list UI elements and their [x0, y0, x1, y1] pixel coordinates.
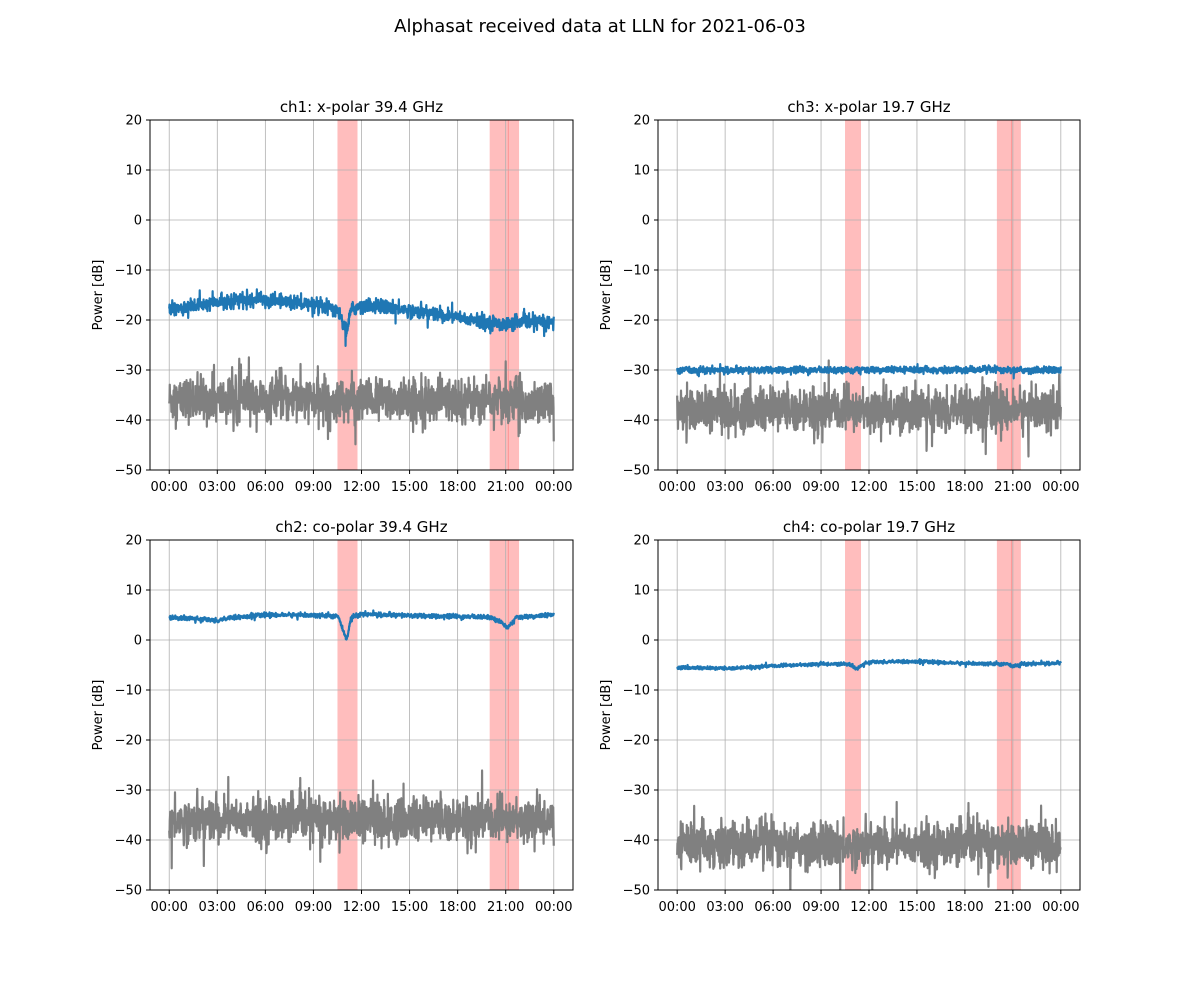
subplot-title: ch4: co-polar 19.7 GHz — [783, 518, 955, 536]
signal-series-line — [676, 363, 1062, 380]
y-tick-label: 20 — [125, 114, 142, 129]
x-tick-label: 18:00 — [439, 480, 476, 495]
y-tick-label: −30 — [115, 364, 142, 379]
y-tick-label: −10 — [623, 684, 650, 699]
y-tick-label: −10 — [115, 264, 142, 279]
x-tick-label: 03:00 — [199, 900, 236, 915]
x-tick-label: 21:00 — [994, 480, 1031, 495]
y-tick-label: −50 — [115, 884, 142, 899]
noise-series-line — [168, 356, 555, 446]
noise-series-line — [168, 769, 555, 870]
series-group — [676, 359, 1062, 458]
y-tick-label: −10 — [115, 684, 142, 699]
x-tick-label: 03:00 — [706, 900, 743, 915]
x-tick-label: 18:00 — [439, 900, 476, 915]
y-tick-label: −30 — [623, 364, 650, 379]
y-axis-label: Power [dB] — [599, 260, 614, 331]
y-tick-label: 20 — [633, 534, 650, 549]
x-tick-label: 06:00 — [247, 900, 284, 915]
y-tick-label: 10 — [633, 164, 650, 179]
x-tick-label: 00:00 — [658, 480, 695, 495]
y-axis-label: Power [dB] — [91, 260, 106, 331]
x-tick-label: 12:00 — [343, 900, 380, 915]
signal-series-line — [676, 658, 1062, 671]
event-shade — [845, 540, 862, 890]
y-tick-label: −50 — [623, 464, 650, 479]
signal-series-line — [168, 288, 555, 347]
x-tick-label: 09:00 — [802, 480, 839, 495]
subplot-title: ch2: co-polar 39.4 GHz — [275, 518, 447, 536]
y-tick-label: −40 — [115, 834, 142, 849]
x-tick-label: 12:00 — [850, 900, 887, 915]
x-tick-label: 00:00 — [658, 900, 695, 915]
y-tick-label: 10 — [125, 164, 142, 179]
x-tick-label: 06:00 — [754, 480, 791, 495]
y-tick-label: −50 — [623, 884, 650, 899]
signal-series-line — [168, 609, 555, 641]
subplot-ch4: 00:00 03:00 06:00 09:00 12:00 15:00 18:00 21:00… — [599, 518, 1081, 915]
figure-title: Alphasat received data at LLN for 2021-0… — [394, 16, 806, 37]
x-tick-label: 09:00 — [295, 900, 332, 915]
x-tick-label: 15:00 — [898, 900, 935, 915]
event-shade — [996, 540, 1021, 890]
x-tick-label: 09:00 — [802, 900, 839, 915]
x-tick-label: 00:00 — [1042, 480, 1079, 495]
subplot-ch2: 00:00 03:00 06:00 09:00 12:00 15:00 18:00 21:00… — [91, 518, 574, 915]
event-shade — [489, 540, 520, 890]
x-tick-label: 21:00 — [487, 480, 524, 495]
y-tick-label: −20 — [115, 314, 142, 329]
x-tick-label: 00:00 — [535, 900, 572, 915]
y-tick-label: −20 — [115, 734, 142, 749]
x-tick-label: 00:00 — [150, 480, 187, 495]
y-tick-label: 0 — [134, 214, 142, 229]
x-tick-label: 21:00 — [487, 900, 524, 915]
x-tick-label: 12:00 — [850, 480, 887, 495]
x-tick-label: 15:00 — [898, 480, 935, 495]
subplot-ch3: 00:00 03:00 06:00 09:00 12:00 15:00 18:00 21:00… — [599, 98, 1081, 495]
series-group — [168, 609, 555, 870]
y-tick-label: 0 — [642, 634, 650, 649]
y-tick-label: −40 — [623, 834, 650, 849]
event-shade — [996, 120, 1021, 470]
x-tick-label: 00:00 — [535, 480, 572, 495]
y-tick-label: −50 — [115, 464, 142, 479]
y-tick-label: −30 — [115, 784, 142, 799]
x-tick-label: 15:00 — [391, 480, 428, 495]
x-tick-label: 00:00 — [1042, 900, 1079, 915]
x-tick-label: 12:00 — [343, 480, 380, 495]
y-tick-label: −40 — [115, 414, 142, 429]
x-tick-label: 09:00 — [295, 480, 332, 495]
y-tick-label: −10 — [623, 264, 650, 279]
y-tick-label: 20 — [633, 114, 650, 129]
x-tick-label: 03:00 — [706, 480, 743, 495]
subplot-ch1: 00:00 03:00 06:00 09:00 12:00 15:00 18:00 21:00… — [91, 98, 574, 495]
y-tick-label: −20 — [623, 734, 650, 749]
subplot-title: ch3: x-polar 19.7 GHz — [787, 98, 950, 116]
x-tick-label: 03:00 — [199, 480, 236, 495]
y-tick-label: −30 — [623, 784, 650, 799]
x-tick-label: 06:00 — [754, 900, 791, 915]
y-tick-label: 10 — [633, 584, 650, 599]
y-tick-label: 0 — [134, 634, 142, 649]
x-tick-label: 18:00 — [946, 480, 983, 495]
series-group — [676, 658, 1062, 890]
x-tick-label: 18:00 — [946, 900, 983, 915]
series-group — [168, 288, 555, 446]
noise-series-line — [676, 359, 1062, 458]
y-axis-label: Power [dB] — [91, 680, 106, 751]
x-tick-label: 15:00 — [391, 900, 428, 915]
y-tick-label: 20 — [125, 534, 142, 549]
y-tick-label: −20 — [623, 314, 650, 329]
x-tick-label: 06:00 — [247, 480, 284, 495]
y-tick-label: 10 — [125, 584, 142, 599]
subplot-title: ch1: x-polar 39.4 GHz — [280, 98, 443, 116]
x-tick-label: 00:00 — [150, 900, 187, 915]
x-tick-label: 21:00 — [994, 900, 1031, 915]
noise-series-line — [676, 800, 1062, 890]
y-axis-label: Power [dB] — [599, 680, 614, 751]
y-tick-label: −40 — [623, 414, 650, 429]
y-tick-label: 0 — [642, 214, 650, 229]
